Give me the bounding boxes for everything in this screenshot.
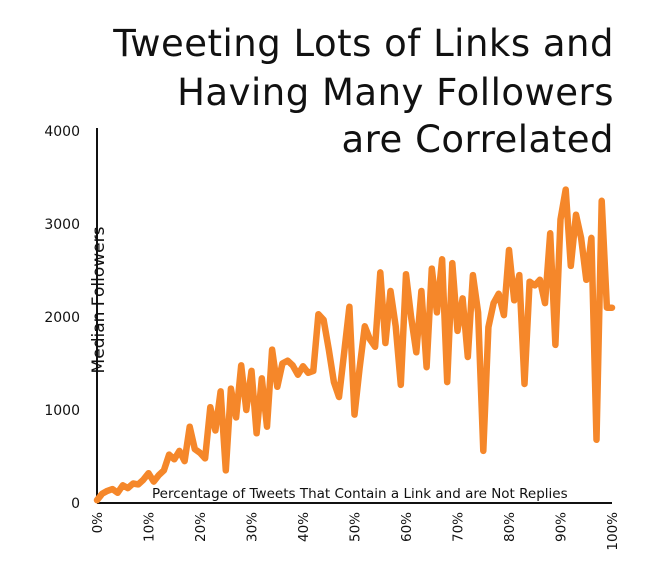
x-axis-label: Percentage of Tweets That Contain a Link…	[152, 486, 568, 502]
x-tick-label: 70%	[451, 512, 467, 542]
chart-title-line-3: are Correlated	[341, 118, 614, 161]
x-tick-label: 0%	[90, 512, 106, 534]
x-tick-label: 20%	[193, 512, 209, 542]
y-tick-label: 1000	[44, 403, 80, 419]
y-tick-labels: 0 1000 2000 3000 4000	[44, 124, 80, 512]
y-tick-label: 2000	[44, 310, 80, 326]
x-tick-label: 50%	[348, 512, 364, 542]
x-tick-label: 90%	[554, 512, 570, 542]
y-tick-label: 0	[71, 496, 80, 512]
x-tick-labels: 0% 10% 20% 30% 40% 50% 60% 70% 80% 90% 100%	[90, 512, 621, 551]
x-tick-label: 80%	[502, 512, 518, 542]
x-tick-label: 40%	[296, 512, 312, 542]
x-tick-label: 30%	[245, 512, 261, 542]
y-tick-label: 3000	[44, 217, 80, 233]
series-line	[93, 186, 616, 504]
y-tick-label: 4000	[44, 124, 80, 140]
axes	[96, 128, 612, 504]
chart-title-line-2: Having Many Followers	[177, 71, 614, 114]
chart-title-line-1: Tweeting Lots of Links and	[113, 22, 614, 65]
y-axis-label: Median Followers	[89, 226, 109, 374]
x-tick-label: 10%	[142, 512, 158, 542]
x-tick-label: 100%	[605, 512, 621, 551]
x-tick-label: 60%	[399, 512, 415, 542]
series-layer	[93, 186, 616, 504]
